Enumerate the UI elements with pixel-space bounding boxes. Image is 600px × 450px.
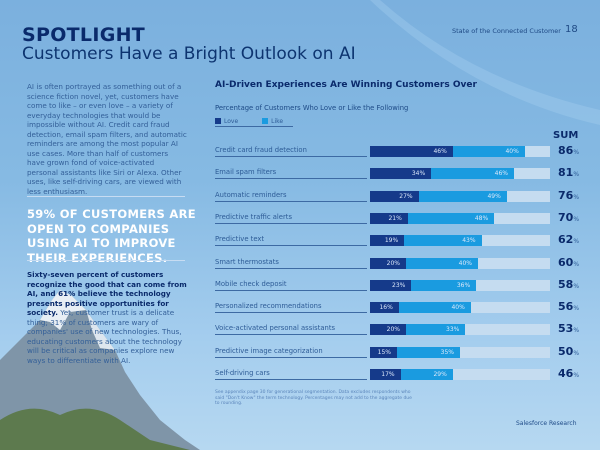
bar-track: 16% 40%: [370, 302, 550, 314]
page-number: 18: [565, 24, 578, 35]
chart-row: Predictive traffic alerts 21% 48% 70%: [215, 210, 595, 227]
bar-like: 40%: [406, 257, 478, 269]
sum-value: 70%: [558, 210, 580, 224]
section-kicker: SPOTLIGHT: [22, 24, 146, 46]
sum-value: 62%: [558, 233, 580, 247]
bar-track: 21% 48%: [370, 212, 550, 224]
bar-like: 46%: [431, 168, 514, 180]
chart-row: Credit card fraud detection 46% 40% 86%: [215, 144, 595, 160]
bar-like: 29%: [400, 369, 453, 380]
category-label: Predictive text: [215, 235, 367, 247]
sum-value: 56%: [558, 300, 580, 314]
bar-like: 40%: [452, 146, 525, 157]
callout-stat: 59% OF CUSTOMERS ARE OPEN TO COMPANIES U…: [27, 207, 196, 265]
bar-track: 15% 35%: [370, 346, 550, 358]
chart-subtitle: Percentage of Customers Who Love or Like…: [215, 104, 409, 112]
bar-love: 23%: [370, 279, 412, 291]
sum-value: 46%: [558, 367, 580, 380]
category-label: Automatic reminders: [215, 191, 367, 202]
para-rest: Yet, customer trust is a delicate thing;…: [27, 308, 183, 365]
legend-swatch-love: [215, 118, 221, 124]
bar-love: 21%: [370, 212, 408, 224]
chart-row: Voice-activated personal assistants 20% 33…: [215, 322, 595, 338]
sum-value: 81%: [558, 166, 580, 180]
bar-like: 40%: [398, 302, 471, 314]
divider: [27, 196, 185, 197]
chart-row: Automatic reminders 27% 49% 76%: [215, 188, 595, 205]
category-label: Personalized recommendations: [215, 302, 367, 314]
bar-like: 36%: [411, 279, 477, 291]
intro-text: AI is often portrayed as something out o…: [27, 82, 187, 196]
category-label: Mobile check deposit: [215, 280, 367, 291]
category-label: Email spam filters: [215, 168, 367, 180]
sum-value: 60%: [558, 255, 580, 269]
category-label: Predictive traffic alerts: [215, 213, 367, 224]
bar-love: 46%: [370, 146, 453, 157]
legend-swatch-like: [262, 118, 269, 124]
bar-like: 35%: [397, 346, 460, 358]
category-label: Voice-activated personal assistants: [215, 324, 367, 336]
sum-value: 53%: [558, 322, 580, 336]
footnote: See appendix page 30 for generational se…: [215, 390, 412, 406]
bar-track: 19% 43%: [370, 235, 550, 247]
chart-row: Mobile check deposit 23% 36% 58%: [215, 277, 595, 294]
bar-love: 20%: [370, 257, 406, 269]
bar-track: 17% 29%: [370, 369, 550, 380]
bar-track: 20% 40%: [370, 257, 550, 269]
sum-value: 50%: [558, 344, 580, 358]
category-label: Self-driving cars: [215, 369, 367, 380]
bar-track: 27% 49%: [370, 190, 550, 202]
chart-row: Smart thermostats 20% 40% 60%: [215, 255, 595, 272]
bar-love: 19%: [370, 235, 405, 247]
bar-love: 27%: [370, 190, 419, 202]
bar-track: 23% 36%: [370, 279, 550, 291]
sum-value: 76%: [558, 188, 580, 202]
divider: [27, 260, 185, 261]
bar-love: 34%: [370, 168, 432, 180]
bar-like: 48%: [407, 212, 495, 224]
bar-track: 46% 40%: [370, 146, 550, 157]
sum-value: 86%: [558, 144, 580, 157]
document-title: State of the Connected Customer: [452, 27, 561, 35]
chart-row: Predictive image categorization 15% 35% 50%: [215, 344, 595, 361]
category-label: Predictive image categorization: [215, 347, 367, 358]
bar-track: 20% 33%: [370, 324, 550, 336]
chart-legend: Love Like: [215, 118, 293, 127]
chart-row: Email spam filters 34% 46% 81%: [215, 166, 595, 182]
page-title: Customers Have a Bright Outlook on AI: [22, 44, 356, 64]
chart-row: Self-driving cars 17% 29% 46%: [215, 367, 595, 383]
bar-love: 15%: [370, 346, 397, 358]
legend-like: Like: [262, 118, 283, 125]
category-label: Smart thermostats: [215, 258, 367, 269]
bar-like: 33%: [406, 324, 466, 336]
category-label: Credit card fraud detection: [215, 146, 367, 157]
bar-love: 20%: [370, 324, 406, 336]
sum-value: 58%: [558, 277, 580, 291]
legend-love: Love: [215, 118, 238, 125]
bar-like: 43%: [404, 235, 482, 247]
body-paragraph: Sixty-seven percent of customers recogni…: [27, 270, 187, 365]
bar-love: 16%: [370, 302, 399, 314]
bar-love: 17%: [370, 369, 401, 380]
bar-track: 34% 46%: [370, 168, 550, 180]
bar-like: 49%: [418, 190, 507, 202]
chart-title: AI-Driven Experiences Are Winning Custom…: [215, 80, 477, 90]
para-bold: Sixty-seven percent of customers recogni…: [27, 270, 187, 317]
sum-header: SUM: [553, 130, 579, 141]
brand-credit: Salesforce Research: [516, 420, 577, 427]
chart-row: Predictive text 19% 43% 62%: [215, 233, 595, 249]
chart-row: Personalized recommendations 16% 40% 56%: [215, 300, 595, 316]
